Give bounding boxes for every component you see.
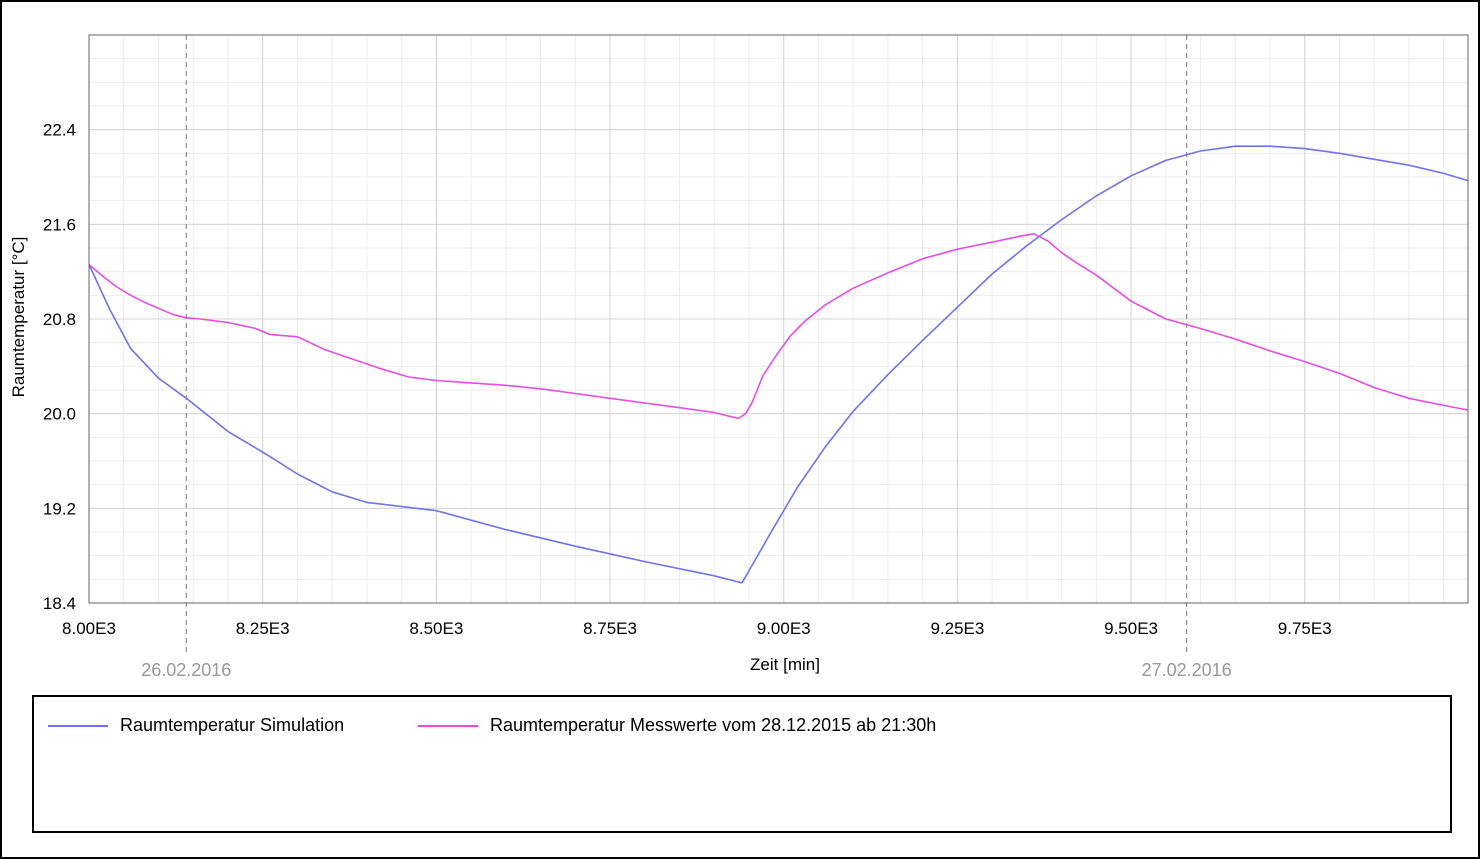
x-tick-label: 8.25E3 [236, 619, 290, 638]
date-marker-label: 27.02.2016 [1142, 660, 1232, 680]
x-tick-label: 9.75E3 [1278, 619, 1332, 638]
legend-item-simulation: Raumtemperatur Simulation [48, 715, 344, 736]
legend-swatch-simulation [48, 724, 108, 727]
x-tick-label: 9.50E3 [1104, 619, 1158, 638]
y-axis-label: Raumtemperatur [°C] [9, 237, 28, 398]
chart-canvas: 26.02.2016 27.02.2016 8.00E3 8.25E3 8.50E3 8… [9, 34, 1469, 680]
plot-border [88, 34, 1469, 604]
x-tick-label: 8.50E3 [409, 619, 463, 638]
date-markers: 26.02.2016 27.02.2016 [141, 35, 1232, 680]
x-axis-label: Zeit [min] [750, 655, 820, 674]
y-tick-label: 22.4 [43, 121, 76, 140]
date-marker-label: 26.02.2016 [141, 660, 231, 680]
x-axis-ticks: 8.00E3 8.25E3 8.50E3 8.75E3 9.00E3 9.25E3 9.50… [62, 619, 1332, 638]
y-tick-label: 18.4 [43, 594, 76, 613]
series-line-messwerte [88, 233, 1469, 420]
y-tick-label: 21.6 [43, 215, 76, 234]
legend-label-messwerte: Raumtemperatur Messwerte vom 28.12.2015 … [490, 715, 937, 735]
y-tick-label: 20.0 [43, 405, 76, 424]
legend-label-simulation: Raumtemperatur Simulation [120, 715, 345, 735]
x-tick-label: 9.25E3 [930, 619, 984, 638]
legend: Raumtemperatur Simulation Raumtemperatur… [32, 695, 1452, 833]
series-layer [88, 145, 1469, 584]
legend-swatch-messwerte [418, 724, 478, 727]
y-axis-ticks: 18.4 19.2 20.0 20.8 21.6 22.4 [43, 121, 76, 613]
legend-item-messwerte: Raumtemperatur Messwerte vom 28.12.2015 … [418, 715, 936, 736]
x-tick-label: 9.00E3 [757, 619, 811, 638]
y-tick-label: 19.2 [43, 499, 76, 518]
x-tick-label: 8.00E3 [62, 619, 116, 638]
series-line-simulation [88, 145, 1469, 584]
y-tick-label: 20.8 [43, 310, 76, 329]
major-grid [88, 35, 1468, 604]
x-tick-label: 8.75E3 [583, 619, 637, 638]
